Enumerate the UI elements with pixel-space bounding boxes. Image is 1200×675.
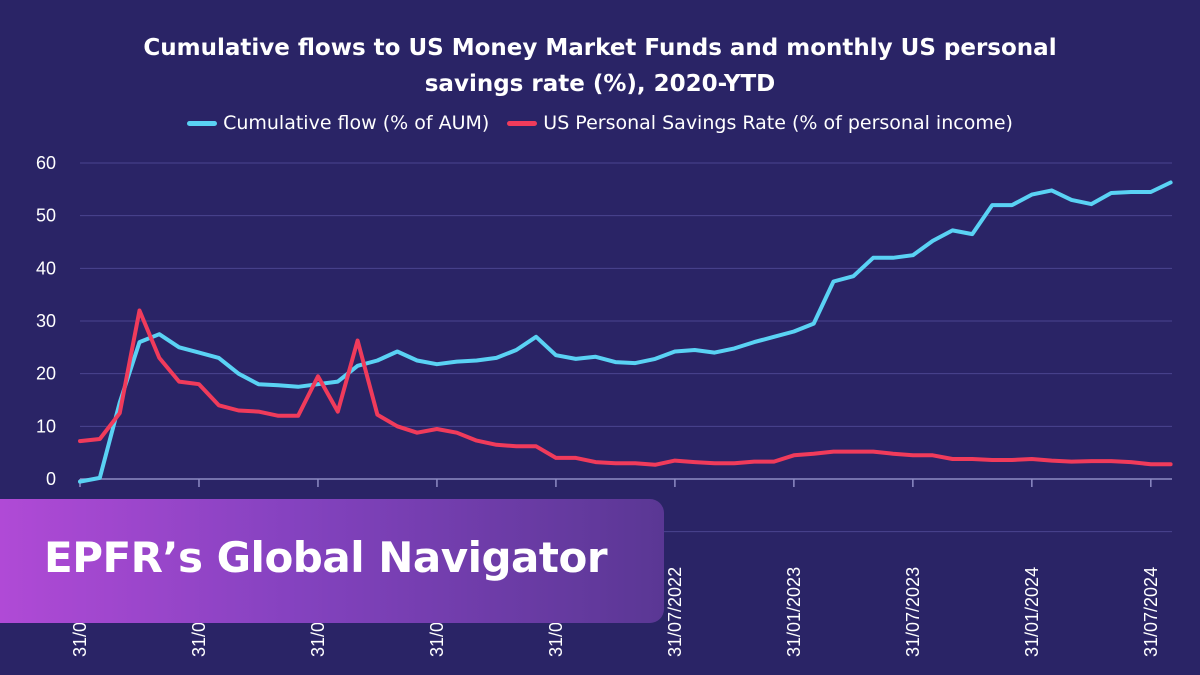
chart-grid <box>80 162 1172 533</box>
x-tick-label: 31/01/2023 <box>784 567 804 657</box>
x-tick-label: 31/07/2023 <box>903 567 923 657</box>
brand-banner-text: EPFR’s Global Navigator <box>44 533 608 582</box>
y-tick-label: 40 <box>36 258 56 278</box>
x-tick-label: 31/07/2024 <box>1141 567 1161 657</box>
legend-swatch-savings-rate <box>507 120 538 126</box>
series-line-0 <box>78 180 1173 484</box>
y-axis-ticks: 0 10 20 30 40 50 60 <box>36 153 56 489</box>
legend-label-savings-rate: US Personal Savings Rate (% of personal … <box>543 112 1013 134</box>
y-tick-label: 50 <box>36 206 56 226</box>
x-tick-label: 31/01/2024 <box>1022 567 1042 657</box>
y-tick-label: 10 <box>36 416 56 436</box>
legend-swatch-cumulative-flow <box>187 120 218 126</box>
series-lines <box>78 180 1173 484</box>
brand-banner: EPFR’s Global Navigator <box>0 499 664 623</box>
y-tick-label: 0 <box>46 469 56 489</box>
chart-title-line-1: Cumulative flows to US Money Market Fund… <box>143 35 1057 61</box>
chart-title: Cumulative flows to US Money Market Fund… <box>0 30 1200 102</box>
y-tick-label: 20 <box>36 364 56 384</box>
legend-label-cumulative-flow: Cumulative flow (% of AUM) <box>223 112 490 134</box>
chart-title-line-2: savings rate (%), 2020-YTD <box>424 71 776 97</box>
legend-item-cumulative-flow: Cumulative flow (% of AUM) <box>187 112 489 134</box>
series-line-1 <box>78 308 1173 467</box>
y-tick-label: 60 <box>36 153 56 173</box>
chart-legend: Cumulative flow (% of AUM) US Personal S… <box>0 112 1200 134</box>
x-tick-label: 31/07/2022 <box>665 567 685 657</box>
y-tick-label: 30 <box>36 311 56 331</box>
legend-item-savings-rate: US Personal Savings Rate (% of personal … <box>507 112 1013 134</box>
